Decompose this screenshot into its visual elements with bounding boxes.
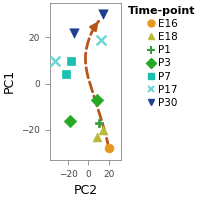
Point: [95, 135, 98, 138]
Point: [53, 59, 57, 62]
Point: [65, 73, 68, 76]
Y-axis label: PC1: PC1: [3, 69, 16, 93]
Point: [95, 98, 98, 101]
X-axis label: PC2: PC2: [73, 184, 97, 197]
Point: [99, 38, 102, 41]
Point: [97, 121, 100, 125]
Point: [70, 59, 73, 62]
Legend: E16, E18, P1, P3, P7, P17, P30: E16, E18, P1, P3, P7, P17, P30: [127, 5, 196, 109]
Point: [73, 31, 76, 34]
Point: [69, 119, 72, 122]
Point: [101, 13, 104, 16]
Point: [107, 147, 110, 150]
Point: [101, 128, 104, 131]
